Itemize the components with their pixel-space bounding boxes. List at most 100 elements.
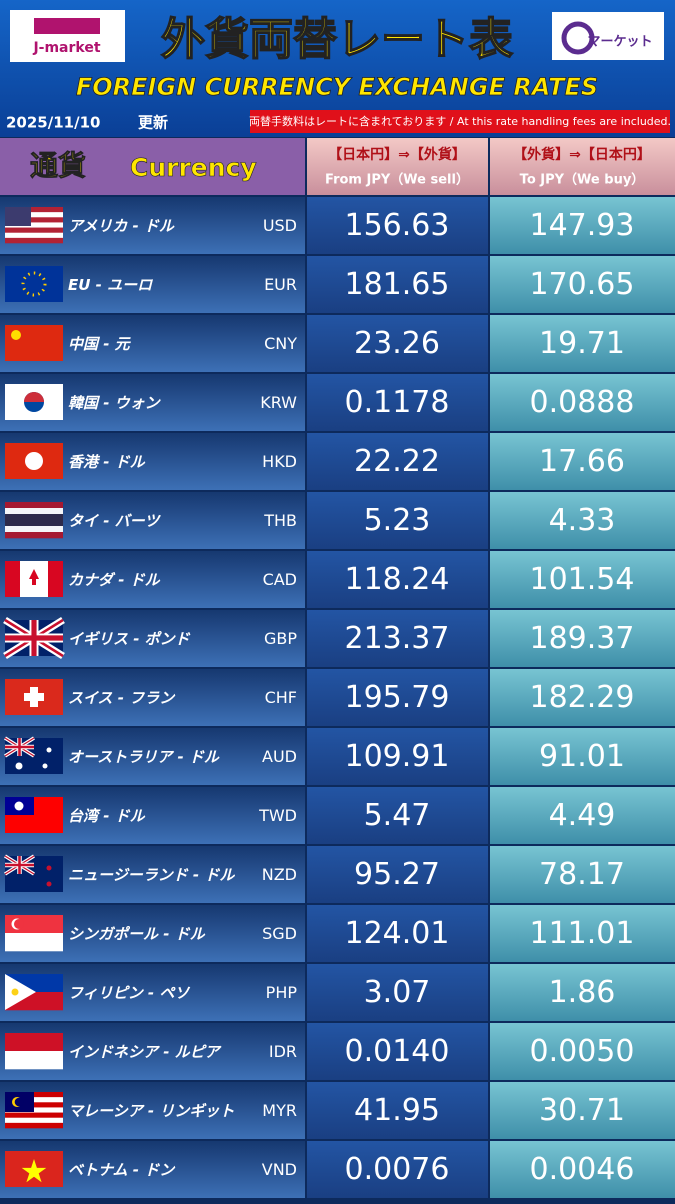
currency-name: タイ - バーツ	[68, 512, 161, 530]
sell-cell	[307, 433, 488, 490]
flag-part	[21, 271, 47, 297]
sell-cell	[307, 1082, 488, 1139]
currency-code: PHP	[266, 983, 298, 1002]
sell-cell	[307, 197, 488, 254]
flag-part	[29, 569, 39, 585]
buy-cell	[490, 374, 675, 431]
flag	[5, 1151, 63, 1187]
flag-part	[25, 452, 43, 470]
flag-part	[5, 222, 63, 228]
currency-code: NZD	[262, 865, 297, 884]
sell-rate: 195.79	[345, 680, 450, 715]
buy-cell	[490, 1082, 675, 1139]
flag-part	[5, 856, 34, 874]
flag-part	[5, 526, 63, 533]
buy-header-ja: 【外貨】⇒【日本円】	[513, 146, 651, 163]
buy-cell	[490, 787, 675, 844]
flag	[5, 679, 63, 715]
currency-code: TWD	[258, 806, 297, 825]
note: 両替手数料はレートに含まれております / At this rate handli…	[249, 114, 671, 128]
currency-code: AUD	[262, 747, 297, 766]
currency-row: 香港 - ドル HKD 22.22 17.66	[0, 433, 675, 490]
currency-code: CNY	[264, 334, 297, 353]
flag-part	[5, 974, 36, 1010]
currency-code: IDR	[269, 1042, 297, 1061]
sell-header-ja: 【日本円】⇒【外貨】	[328, 146, 466, 163]
sell-header-en: From JPY（We sell）	[325, 172, 469, 188]
buy-cell	[490, 197, 675, 254]
currency-row: 台湾 - ドル TWD 5.47 4.49	[0, 787, 675, 844]
sell-rate: 23.26	[354, 326, 440, 361]
currency-name: 台湾 - ドル	[68, 807, 146, 825]
buy-rate: 1.86	[549, 975, 616, 1010]
sell-rate: 124.01	[345, 916, 450, 951]
flag	[5, 797, 63, 833]
note-box	[250, 110, 670, 133]
currency-name: スイス - フラン	[68, 689, 176, 707]
buy-rate: 0.0050	[530, 1034, 635, 1069]
sell-cell	[307, 256, 488, 313]
flag	[5, 1033, 63, 1070]
flag-part	[11, 330, 21, 340]
currency-header-bg	[0, 138, 305, 195]
flag-part	[5, 514, 63, 521]
sell-cell	[307, 846, 488, 903]
buy-cell	[490, 905, 675, 962]
flag	[5, 502, 63, 539]
flag-part	[5, 212, 63, 218]
flag-part	[5, 1051, 63, 1070]
flag	[5, 974, 63, 1011]
currency-name: マレーシア - リンギット	[68, 1102, 234, 1120]
flag-part	[5, 217, 63, 223]
rows: アメリカ - ドル USD 156.63 147.93 EU - ユーロ EUR 181.6…	[0, 197, 675, 1198]
currency-name: EU - ユーロ	[68, 276, 153, 294]
flag-part	[5, 532, 63, 539]
currency-row: EU - ユーロ EUR 181.65 170.65	[0, 256, 675, 313]
buy-header-bg	[490, 138, 675, 195]
currency-row: ベトナム - ドン VND 0.0076 0.0046	[0, 1141, 675, 1198]
flag-part	[4, 854, 35, 876]
flag-part	[5, 508, 63, 515]
sell-cell	[307, 315, 488, 372]
buy-cell	[490, 1023, 675, 1080]
buy-cell	[490, 728, 675, 785]
currency-name: 中国 - 元	[68, 335, 132, 353]
flag-part	[5, 520, 63, 527]
sell-rate: 5.47	[364, 798, 431, 833]
flag	[3, 616, 65, 660]
buy-cell	[490, 669, 675, 726]
flag	[5, 443, 63, 479]
buy-rate: 111.01	[530, 916, 635, 951]
sell-cell	[307, 728, 488, 785]
buy-cell	[490, 433, 675, 490]
currency-code: SGD	[262, 924, 297, 943]
currency-code: USD	[263, 216, 297, 235]
sell-rate: 156.63	[345, 208, 450, 243]
buy-rate: 91.01	[539, 739, 625, 774]
currency-name: イギリス - ポンド	[68, 630, 191, 648]
flag	[4, 854, 63, 892]
flag	[5, 1092, 63, 1129]
currency-code: EUR	[264, 275, 297, 294]
sell-cell	[307, 492, 488, 549]
currency-name: ベトナム - ドン	[68, 1161, 176, 1179]
currency-code: CHF	[265, 688, 297, 707]
currency-code: HKD	[262, 452, 297, 471]
buy-rate: 78.17	[539, 857, 625, 892]
flag-part	[14, 801, 24, 811]
buy-cell	[490, 551, 675, 608]
currency-name: ニュージーランド - ドル	[68, 866, 235, 884]
sell-rate: 95.27	[354, 857, 440, 892]
sell-rate: 181.65	[345, 267, 450, 302]
date-suffix: 更新	[138, 114, 168, 132]
flag	[4, 736, 63, 774]
flag	[5, 207, 63, 244]
sell-cell	[307, 610, 488, 667]
currency-row: シンガポール - ドル SGD 124.01 111.01	[0, 905, 675, 962]
sell-cell	[307, 551, 488, 608]
sell-rate: 3.07	[364, 975, 431, 1010]
flag-part	[5, 1122, 63, 1129]
flag-part	[5, 1112, 63, 1119]
sell-rate: 22.22	[354, 444, 440, 479]
sell-rate: 0.1178	[345, 385, 450, 420]
